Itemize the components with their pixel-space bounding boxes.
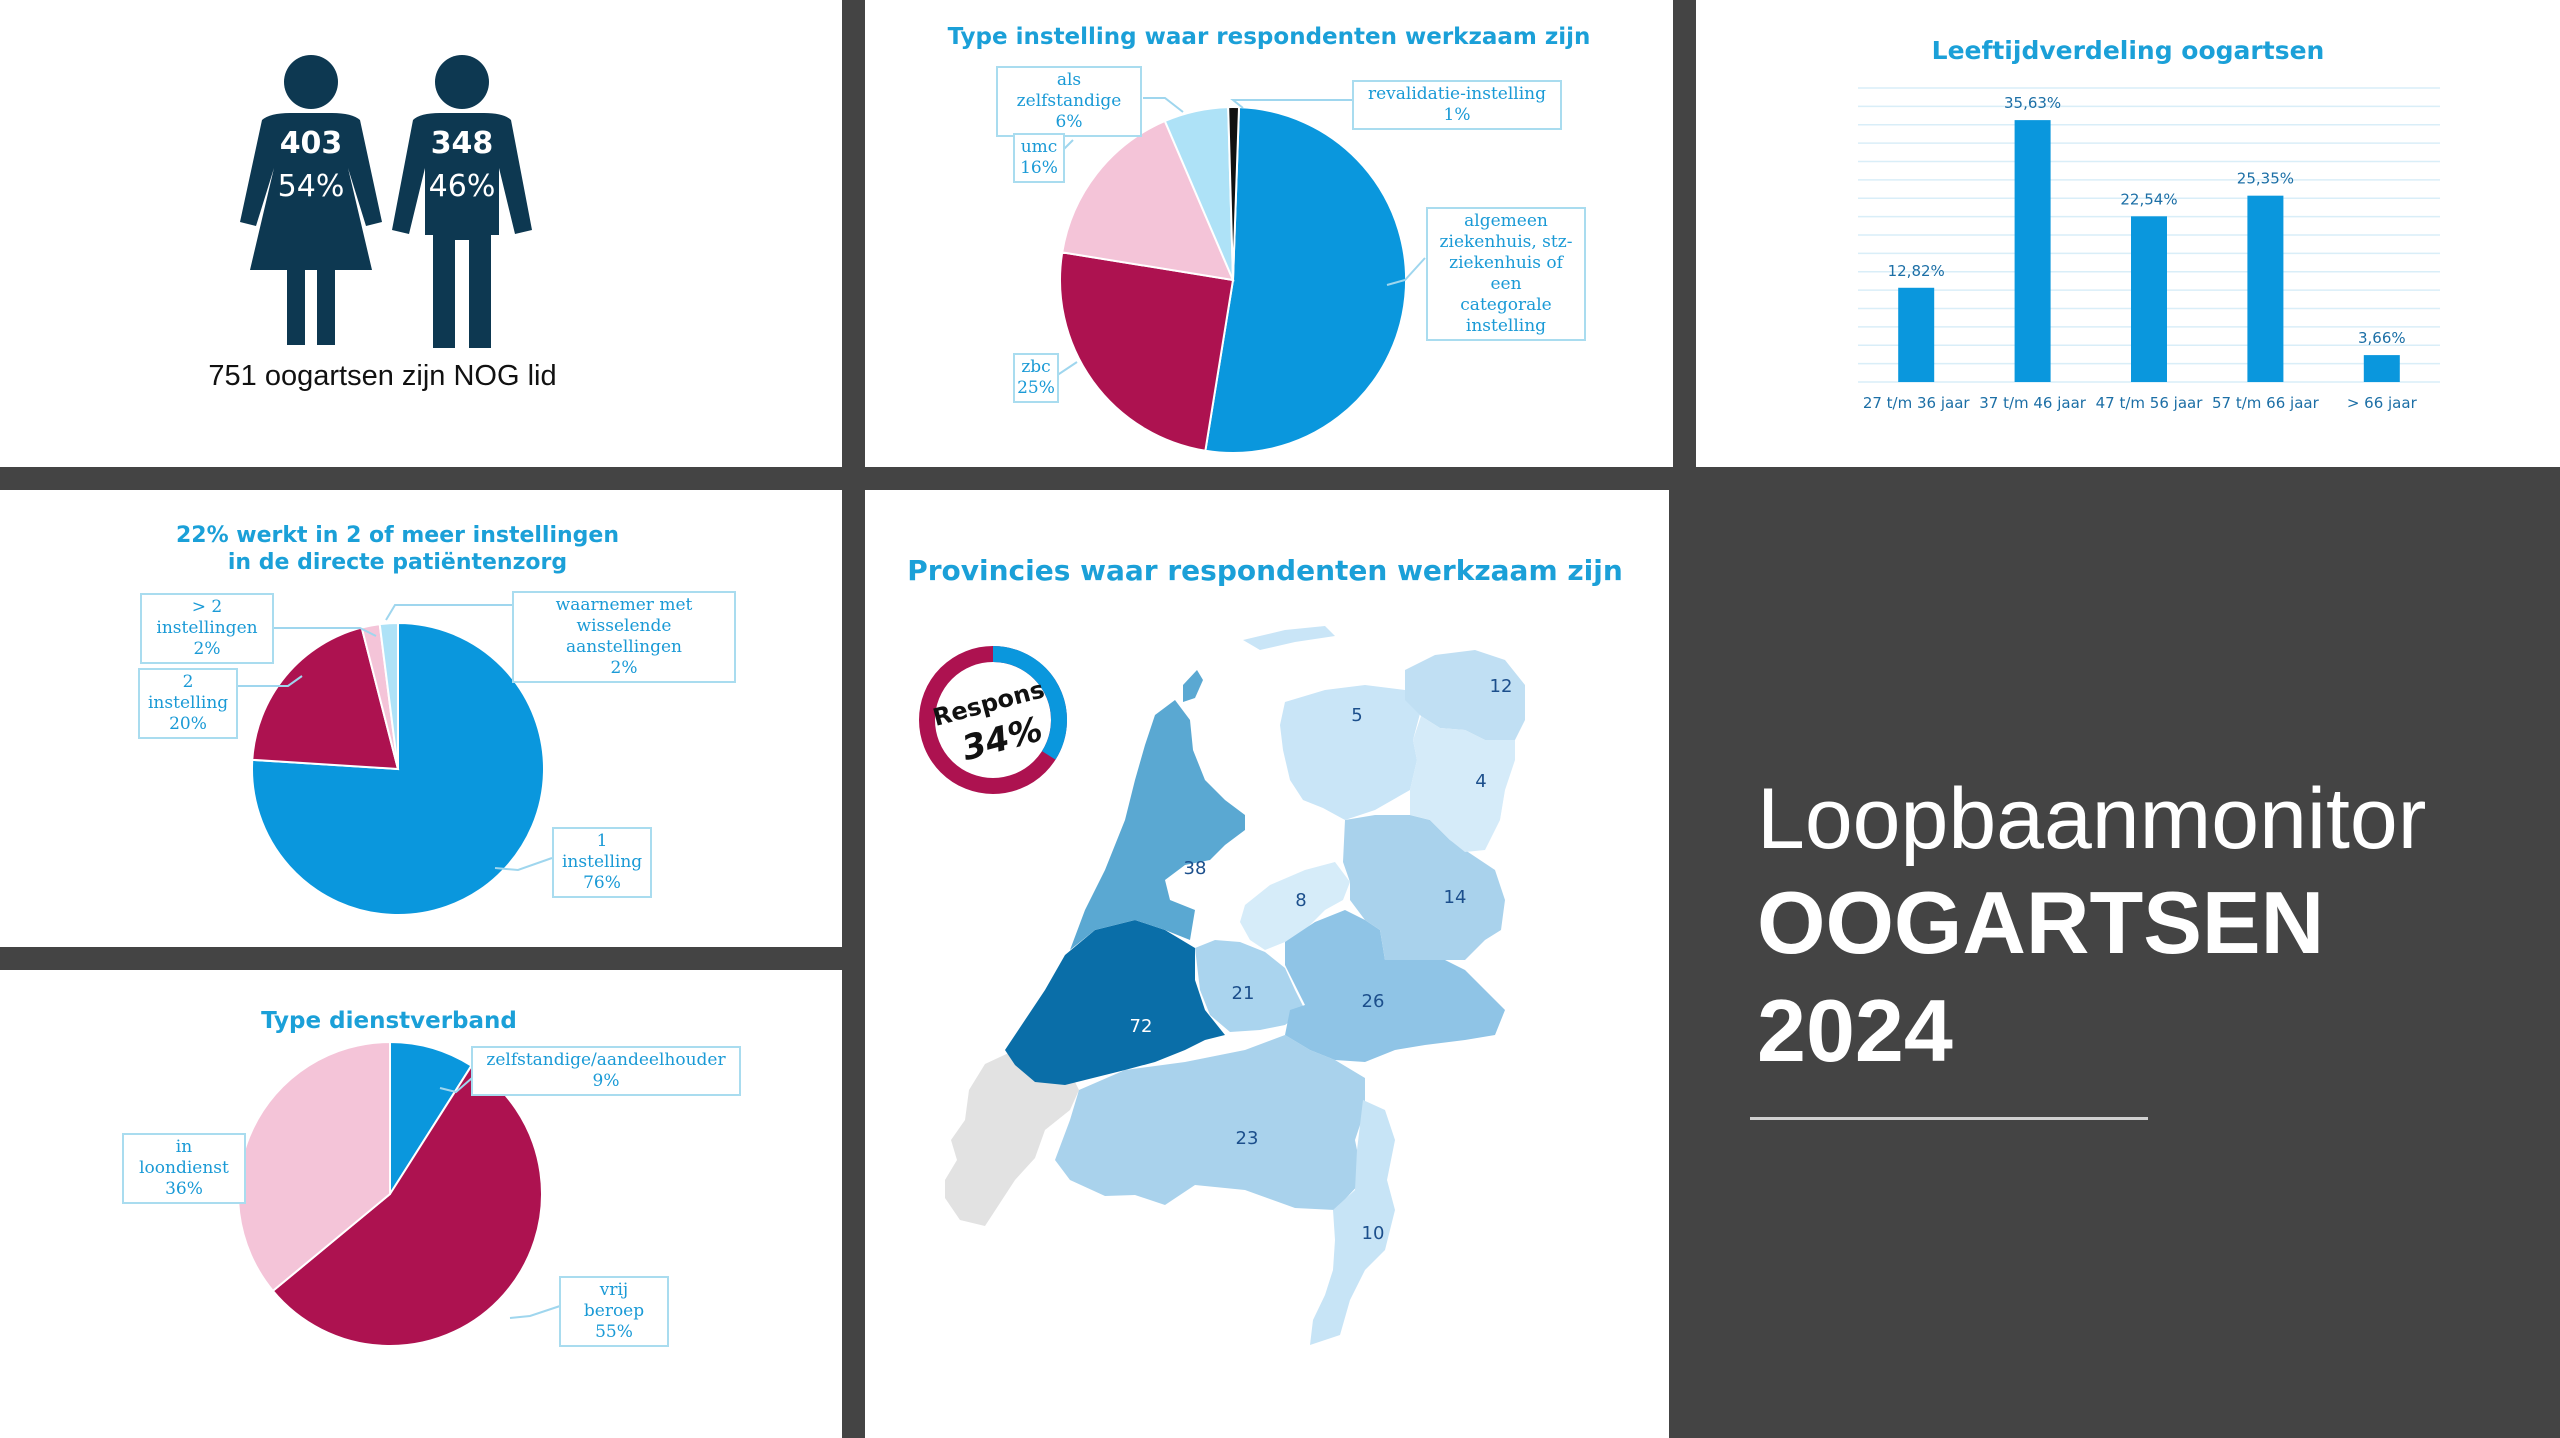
value-zuid-holland: 72 <box>1130 1016 1153 1037</box>
province-groningen <box>1405 650 1525 740</box>
pie-slice-zelfstandige-aandeelhouder <box>389 1040 473 1198</box>
bar-value-label: 35,63% <box>2004 94 2061 112</box>
province-drenthe <box>1410 716 1515 852</box>
instellingen-pie <box>238 604 553 916</box>
dienstverband-title: Type dienstverband <box>261 1008 517 1034</box>
province-noord-brabant <box>1055 1035 1365 1210</box>
value-utrecht: 21 <box>1232 983 1255 1004</box>
bar-47-t-m-56-jaar <box>2131 216 2167 382</box>
x-tick-label: 37 t/m 46 jaar <box>1979 394 2087 412</box>
x-tick-label: 27 t/m 36 jaar <box>1863 394 1971 412</box>
label-algemeen: algemeen ziekenhuis, stz-ziekenhuis of ee… <box>1426 207 1586 341</box>
label-zbc: zbc 25% <box>1013 353 1059 403</box>
male-figure-icon: 348 46% <box>392 55 532 348</box>
female-percent: 54% <box>278 169 345 204</box>
leeftijd-title: Leeftijdverdeling oogartsen <box>1931 36 2325 65</box>
male-percent: 46% <box>429 169 496 204</box>
type-instelling-pie <box>1019 97 1426 454</box>
value-drenthe: 4 <box>1475 771 1486 792</box>
bar-value-label: 25,35% <box>2237 170 2294 188</box>
male-count: 348 <box>431 126 494 161</box>
label-vrij-beroep: vrij beroep 55% <box>559 1276 669 1347</box>
label-loondienst: in loondienst 36% <box>122 1133 246 1204</box>
gender-caption: 751 oogartsen zijn NOG lid <box>208 360 557 392</box>
pie-slice-2-instelling <box>251 626 400 771</box>
value-friesland: 5 <box>1351 705 1362 726</box>
value-noord-brabant: 23 <box>1236 1128 1259 1149</box>
province-zeeland <box>945 1050 1079 1226</box>
province-noord-holland-island <box>1183 670 1203 702</box>
bar-27-t-m-36-jaar <box>1898 287 1935 382</box>
female-figure-icon: 403 54% <box>240 55 382 345</box>
bar-66-jaar <box>2363 355 2400 382</box>
value-flevoland: 8 <box>1295 890 1306 911</box>
value-groningen: 12 <box>1490 676 1513 697</box>
label-zelfstandige: als zelfstandige 6% <box>996 66 1142 137</box>
hero-line-1: Loopbaanmonitor <box>1757 771 2427 867</box>
callout-lines <box>238 604 553 872</box>
province-noord-holland <box>1070 700 1245 950</box>
bar-57-t-m-66-jaar <box>2247 195 2284 382</box>
leeftijd-panel: Leeftijdverdeling oogartsen 12,82% 27 t/m… <box>1696 0 2560 467</box>
value-limburg: 10 <box>1362 1223 1385 1244</box>
instellingen-panel: 22% werkt in 2 of meer instellingen in d… <box>0 490 842 947</box>
dienstverband-pie <box>208 1040 561 1347</box>
label-een: 1 instelling 76% <box>552 827 652 898</box>
pie-slice-vrij-beroep <box>271 1064 543 1347</box>
label-revalidatie: revalidatie-instelling 1% <box>1352 80 1562 130</box>
provincies-panel: Provincies waar respondenten werkzaam zi… <box>865 490 1669 1438</box>
bar-value-label: 3,66% <box>2358 329 2406 347</box>
gender-figures: 403 54% 348 46% <box>240 55 532 348</box>
province-friesland-island <box>1243 626 1335 650</box>
leeftijd-bar-chart: 12,82% 27 t/m 36 jaar 35,63% 37 t/m 46 jaar… <box>1858 87 2440 412</box>
pie-slice-in-loondienst <box>237 1040 391 1293</box>
female-count: 403 <box>280 126 343 161</box>
pie-slice-revalidatie-instelling <box>1227 106 1241 281</box>
value-overijssel: 14 <box>1444 887 1467 908</box>
hero-divider <box>1750 1117 2148 1120</box>
pie-slice-algemeen-ziekenhuis-stz-zieken <box>1204 106 1408 454</box>
province-values: 12 5 4 38 8 14 21 26 72 23 10 <box>1130 676 1513 1244</box>
type-instelling-panel: Type instelling waar respondenten werkza… <box>865 0 1673 467</box>
province-friesland <box>1280 685 1421 820</box>
provincies-map: Respons 34% 12 5 4 38 8 14 21 26 72 23 1… <box>919 626 1525 1345</box>
value-gelderland: 26 <box>1362 991 1385 1012</box>
label-umc: umc 16% <box>1013 133 1065 183</box>
label-zelfstandig: zelfstandige/aandeelhouder 9% <box>471 1046 741 1096</box>
province-limburg <box>1310 1100 1395 1345</box>
x-tick-label: 57 t/m 66 jaar <box>2212 394 2320 412</box>
pie-slice-waarnemer-met-wisselende-aanst <box>378 621 399 770</box>
instellingen-title-line2: in de directe patiëntenzorg <box>227 550 568 575</box>
hero-line-3: 2024 <box>1757 981 1953 1080</box>
pie-slice-zbc <box>1059 251 1235 452</box>
respons-donut: Respons 34% <box>919 646 1067 794</box>
bar-value-label: 12,82% <box>1888 262 1945 280</box>
label-meer-dan-2: > 2 instellingen 2% <box>140 593 274 664</box>
instellingen-title-line1: 22% werkt in 2 of meer instellingen <box>175 523 620 548</box>
provincies-title: Provincies waar respondenten werkzaam zi… <box>907 554 1623 587</box>
label-twee: 2 instelling 20% <box>138 668 238 739</box>
bar-value-label: 22,54% <box>2120 190 2177 208</box>
province-utrecht <box>1195 940 1305 1032</box>
label-waarnemer: waarnemer met wisselende aanstellingen 2% <box>512 591 736 683</box>
hero-line-2: OOGARTSEN <box>1757 873 2325 972</box>
type-instelling-title: Type instelling waar respondenten werkza… <box>947 24 1591 50</box>
value-noord-holland: 38 <box>1184 858 1207 879</box>
province-gelderland <box>1285 910 1505 1062</box>
dienstverband-panel: Type dienstverband zelfstandige/aandeelh… <box>0 970 842 1438</box>
province-zuid-holland <box>1005 920 1225 1085</box>
x-tick-label: > 66 jaar <box>2347 394 2418 412</box>
pie-slice-umc <box>1061 119 1235 282</box>
bar-37-t-m-46-jaar <box>2014 120 2051 382</box>
x-tick-label: 47 t/m 56 jaar <box>2096 394 2204 412</box>
gender-panel: 403 54% 348 46% 751 oogartsen zijn NOG l… <box>0 0 842 467</box>
province-flevoland <box>1240 862 1350 950</box>
